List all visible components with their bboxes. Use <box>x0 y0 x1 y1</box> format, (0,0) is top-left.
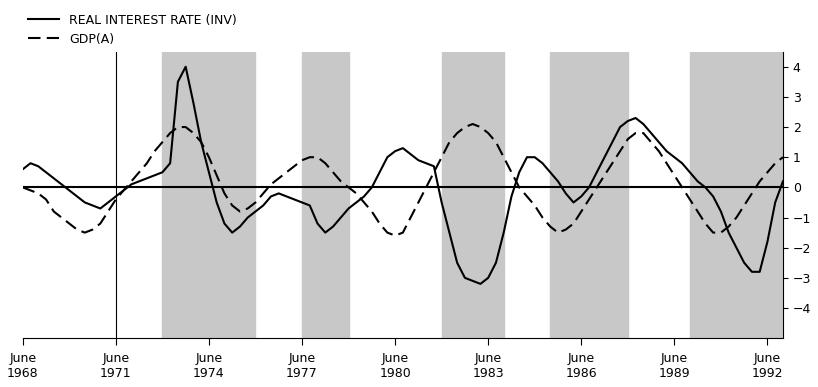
Legend: REAL INTEREST RATE (INV), GDP(A): REAL INTEREST RATE (INV), GDP(A) <box>23 9 242 51</box>
Bar <box>302 51 348 338</box>
Bar <box>442 51 504 338</box>
Bar <box>163 51 255 338</box>
Bar <box>690 51 783 338</box>
Bar <box>551 51 628 338</box>
